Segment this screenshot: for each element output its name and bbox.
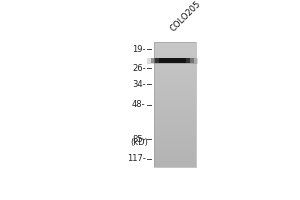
- Bar: [154, 63, 196, 65]
- Bar: [154, 74, 196, 76]
- Bar: [154, 165, 196, 167]
- Bar: [159, 58, 187, 63]
- Bar: [154, 99, 196, 101]
- Bar: [154, 151, 196, 153]
- Bar: [154, 70, 196, 72]
- Bar: [154, 59, 196, 61]
- Bar: [154, 138, 196, 140]
- Bar: [154, 51, 196, 53]
- Bar: [154, 136, 196, 138]
- Bar: [154, 92, 196, 94]
- Bar: [154, 109, 196, 111]
- Bar: [154, 82, 196, 84]
- Text: 48-: 48-: [132, 100, 146, 109]
- Bar: [154, 155, 196, 157]
- Bar: [154, 153, 196, 155]
- Bar: [154, 94, 196, 97]
- Bar: [154, 134, 196, 136]
- Bar: [154, 78, 196, 80]
- Text: 19-: 19-: [132, 45, 146, 54]
- Bar: [154, 42, 196, 167]
- Bar: [154, 105, 196, 107]
- Bar: [154, 53, 196, 55]
- Bar: [155, 58, 190, 63]
- Bar: [154, 161, 196, 163]
- Bar: [154, 42, 196, 45]
- Text: 26-: 26-: [132, 64, 146, 73]
- Bar: [154, 157, 196, 159]
- Bar: [154, 55, 196, 57]
- Bar: [154, 57, 196, 59]
- Bar: [154, 128, 196, 130]
- Bar: [154, 97, 196, 99]
- Bar: [154, 101, 196, 103]
- Bar: [154, 130, 196, 132]
- Bar: [151, 58, 194, 63]
- Bar: [154, 90, 196, 92]
- Text: COLO205: COLO205: [169, 0, 203, 33]
- Bar: [154, 65, 196, 67]
- Bar: [154, 45, 196, 47]
- Bar: [154, 159, 196, 161]
- Bar: [154, 117, 196, 119]
- Bar: [154, 49, 196, 51]
- Bar: [154, 124, 196, 126]
- Bar: [154, 149, 196, 151]
- Bar: [154, 142, 196, 144]
- Bar: [154, 119, 196, 121]
- Bar: [154, 115, 196, 117]
- Bar: [154, 144, 196, 146]
- Bar: [154, 61, 196, 63]
- Bar: [154, 67, 196, 70]
- Bar: [154, 121, 196, 124]
- Bar: [154, 163, 196, 165]
- Bar: [154, 86, 196, 88]
- Bar: [154, 113, 196, 115]
- Bar: [154, 47, 196, 49]
- Bar: [154, 76, 196, 78]
- Bar: [154, 107, 196, 109]
- Bar: [154, 146, 196, 149]
- Text: 85-: 85-: [132, 135, 146, 144]
- Text: 34-: 34-: [132, 80, 146, 89]
- Bar: [154, 132, 196, 134]
- Text: (kD): (kD): [130, 138, 148, 147]
- Bar: [154, 72, 196, 74]
- Bar: [154, 103, 196, 105]
- Bar: [154, 88, 196, 90]
- Bar: [154, 126, 196, 128]
- Text: 117-: 117-: [127, 154, 146, 163]
- Bar: [154, 84, 196, 86]
- Bar: [154, 111, 196, 113]
- Bar: [147, 58, 198, 64]
- Bar: [154, 80, 196, 82]
- Bar: [154, 140, 196, 142]
